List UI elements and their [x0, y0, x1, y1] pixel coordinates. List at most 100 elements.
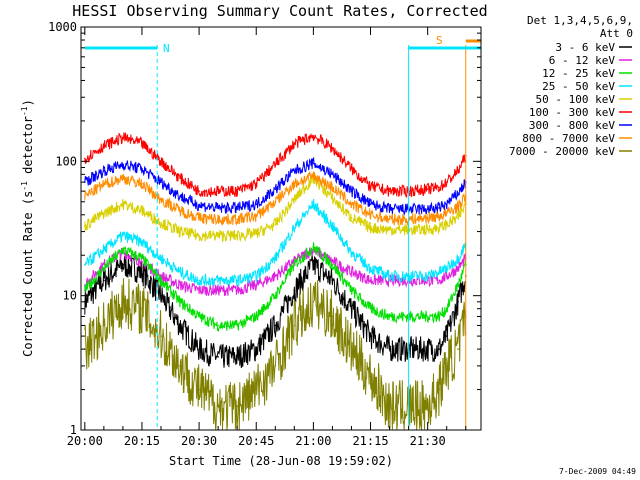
series-line-7 [84, 171, 467, 227]
series-6-point-5 [179, 195, 181, 197]
series-4-point-18 [426, 228, 429, 231]
series-1-point-21 [457, 267, 459, 270]
series-8-point-1 [103, 324, 105, 327]
series-2-point-6 [198, 315, 200, 318]
y-tick-label-0: 1 [70, 423, 77, 437]
series-3-point-13 [331, 225, 334, 227]
series-5-point-12 [312, 135, 315, 137]
series-7-point-6 [198, 217, 200, 219]
series-3-point-7 [217, 279, 219, 282]
series-4-point-1 [103, 212, 105, 215]
series-0-point-13 [331, 279, 334, 282]
series-6-point-13 [331, 173, 334, 176]
series-2-point-5 [179, 301, 181, 303]
x-tick-label-5: 21:15 [352, 434, 388, 448]
legend-label-4: 50 - 100 keV [536, 93, 616, 106]
y-axis-label: Corrected Count Rate (s-1 detector-1) [20, 99, 35, 357]
y-axis-label-end: ) [21, 99, 35, 106]
series-8-point-5 [179, 365, 181, 367]
series-7-point-14 [350, 203, 353, 205]
series-3-point-10 [274, 257, 277, 260]
series-3-point-0 [84, 263, 86, 266]
series-2-point-11 [293, 263, 296, 266]
series-2-point-9 [255, 315, 257, 318]
series-1-point-19 [438, 279, 440, 282]
series-7-point-10 [274, 201, 277, 203]
y-axis-label-main: Corrected Count Rate (s [21, 191, 35, 357]
series-5-point-9 [255, 183, 257, 185]
series-4-point-8 [236, 234, 238, 237]
series-6-point-9 [255, 203, 257, 205]
series-2-point-20 [445, 307, 448, 310]
flag-label-s: S [436, 34, 443, 47]
series-2-point-21 [457, 284, 459, 286]
series-7-point-4 [160, 198, 162, 201]
y-tick-label-1: 10 [63, 289, 77, 303]
series-0-point-7 [217, 356, 219, 358]
series-6-point-19 [438, 207, 440, 209]
series-8-point-2 [122, 301, 124, 303]
series-4-point-20 [445, 223, 448, 226]
series-4-point-4 [160, 221, 162, 224]
series-8-point-14 [350, 348, 353, 350]
series-1-point-9 [255, 284, 257, 286]
series-3-point-5 [179, 271, 181, 273]
legend-label-6: 300 - 800 keV [529, 119, 615, 132]
series-4 [84, 173, 467, 243]
series-4-point-7 [217, 234, 219, 237]
series-6-point-1 [103, 170, 105, 172]
series-7-point-21 [457, 205, 459, 208]
chart-title: HESSI Observing Summary Count Rates, Cor… [72, 2, 487, 20]
series-7-point-5 [179, 209, 181, 212]
series-8-point-6 [198, 388, 200, 391]
series-4-point-2 [122, 203, 124, 205]
series-6-point-21 [457, 192, 459, 194]
series-6-point-20 [445, 203, 448, 205]
series-6-point-18 [426, 208, 429, 210]
y-axis-label-mid: detector [21, 116, 35, 181]
x-tick-label-0: 20:00 [67, 434, 103, 448]
series-8-point-3 [141, 307, 143, 310]
series-4-point-11 [293, 198, 296, 201]
series-8-point-13 [331, 315, 334, 318]
series-7-point-20 [445, 212, 448, 215]
series-3-point-15 [369, 267, 372, 270]
series-7-point-0 [84, 195, 86, 197]
series-0-point-3 [141, 271, 143, 273]
series-4-point-6 [198, 234, 200, 237]
series-5-point-19 [438, 186, 440, 189]
series-6-point-11 [293, 170, 296, 172]
series-5-point-1 [103, 145, 105, 147]
series-line-2 [84, 242, 467, 333]
legend-label-7: 800 - 7000 keV [522, 132, 615, 145]
series-2-point-12 [312, 246, 315, 248]
series-7-point-13 [331, 186, 334, 189]
series-4-point-3 [141, 209, 143, 212]
series-3-point-12 [312, 203, 315, 205]
series-6-point-15 [369, 203, 372, 205]
series-3-point-6 [198, 279, 200, 282]
series-8-point-4 [160, 335, 162, 337]
series-2-point-0 [84, 289, 86, 291]
series-3-point-18 [426, 275, 429, 277]
series-0-point-10 [274, 324, 277, 327]
series-5-point-10 [274, 163, 277, 166]
series-line-3 [84, 198, 467, 287]
flag-bars [84, 39, 481, 50]
series-3-point-11 [293, 227, 296, 229]
series-3 [84, 198, 467, 287]
series-2-point-2 [122, 248, 124, 251]
series-6 [84, 157, 467, 217]
series-8-point-12 [312, 301, 315, 303]
series-0-point-18 [426, 348, 429, 350]
series-3-point-2 [122, 234, 124, 237]
series-1-point-20 [445, 275, 448, 277]
series-5-point-13 [331, 147, 334, 150]
x-tick-label-4: 21:00 [295, 434, 331, 448]
x-tick-label-2: 20:30 [181, 434, 217, 448]
timestamp: 7-Dec-2009 04:49 [559, 467, 636, 476]
legend-label-8: 7000 - 20000 keV [509, 145, 615, 158]
series-1-point-7 [217, 289, 219, 291]
series-1-point-15 [369, 279, 372, 282]
series-7 [84, 171, 467, 227]
